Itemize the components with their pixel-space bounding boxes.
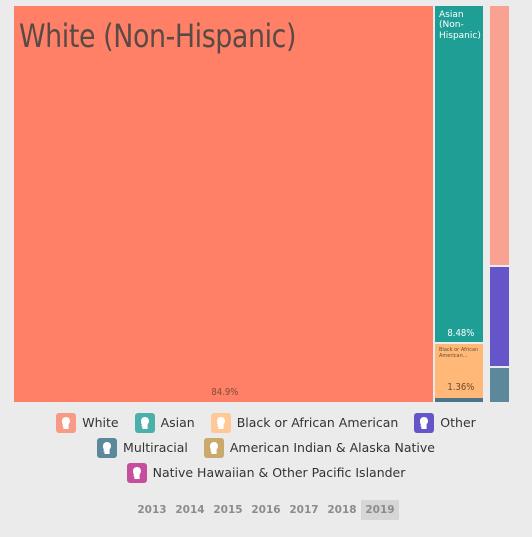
year-button-2017[interactable]: 2017 bbox=[289, 504, 319, 516]
year-button-2014[interactable]: 2014 bbox=[175, 504, 205, 516]
legend-row: White Asian Black or African American Ot… bbox=[0, 410, 532, 435]
legend-item-american-indian[interactable]: American Indian & Alaska Native bbox=[203, 437, 435, 458]
legend-label-native-hawaiian: Native Hawaiian & Other Pacific Islander bbox=[152, 465, 406, 480]
person-silhouette-icon bbox=[134, 412, 155, 433]
person-silhouette-icon bbox=[203, 437, 224, 458]
tile-other[interactable] bbox=[490, 267, 509, 366]
legend-item-other[interactable]: Other bbox=[414, 412, 476, 433]
legend-label-american-indian: American Indian & Alaska Native bbox=[229, 440, 435, 455]
year-selector: 2013 2014 2015 2016 2017 2018 2019 bbox=[0, 500, 532, 520]
tile-asian[interactable]: Asian (Non-Hispanic) 8.48% bbox=[435, 6, 483, 342]
treemap-chart: White (Non-Hispanic) 84.9% Asian (Non-Hi… bbox=[14, 6, 509, 402]
legend: White Asian Black or African American Ot… bbox=[0, 410, 532, 485]
legend-label-multiracial: Multiracial bbox=[123, 440, 188, 455]
legend-label-black: Black or African American bbox=[236, 415, 399, 430]
tile-white[interactable]: White (Non-Hispanic) 84.9% bbox=[14, 6, 433, 402]
year-button-2019[interactable]: 2019 bbox=[361, 500, 399, 520]
tile-other-small[interactable] bbox=[435, 398, 483, 402]
tile-multiracial[interactable] bbox=[490, 368, 509, 402]
tile-black[interactable]: Black or African American... 1.36% bbox=[435, 344, 483, 398]
person-silhouette-icon bbox=[126, 462, 147, 483]
person-silhouette-icon bbox=[210, 412, 231, 433]
tile-white-hispanic[interactable] bbox=[490, 6, 509, 265]
legend-item-white[interactable]: White bbox=[56, 412, 119, 433]
legend-label-white: White bbox=[82, 415, 119, 430]
tile-white-value: 84.9% bbox=[211, 387, 239, 398]
person-silhouette-icon bbox=[414, 412, 435, 433]
year-button-2018[interactable]: 2018 bbox=[327, 504, 357, 516]
person-silhouette-icon bbox=[97, 437, 118, 458]
tile-white-label: White (Non-Hispanic) bbox=[19, 17, 297, 55]
legend-item-multiracial[interactable]: Multiracial bbox=[97, 437, 188, 458]
tile-asian-value: 8.48% bbox=[447, 328, 475, 339]
legend-label-other: Other bbox=[440, 415, 476, 430]
tile-black-label: Black or African American... bbox=[439, 347, 479, 359]
year-button-2016[interactable]: 2016 bbox=[251, 504, 281, 516]
legend-item-asian[interactable]: Asian bbox=[134, 412, 195, 433]
legend-item-black[interactable]: Black or African American bbox=[210, 412, 399, 433]
year-button-2013[interactable]: 2013 bbox=[137, 504, 167, 516]
person-silhouette-icon bbox=[56, 412, 77, 433]
legend-row: Multiracial American Indian & Alaska Nat… bbox=[0, 435, 532, 460]
legend-item-native-hawaiian[interactable]: Native Hawaiian & Other Pacific Islander bbox=[126, 462, 406, 483]
tile-asian-label: Asian (Non-Hispanic) bbox=[439, 10, 481, 41]
legend-row: Native Hawaiian & Other Pacific Islander bbox=[0, 460, 532, 485]
tile-black-value: 1.36% bbox=[447, 382, 475, 393]
legend-label-asian: Asian bbox=[160, 415, 195, 430]
year-button-2015[interactable]: 2015 bbox=[213, 504, 243, 516]
